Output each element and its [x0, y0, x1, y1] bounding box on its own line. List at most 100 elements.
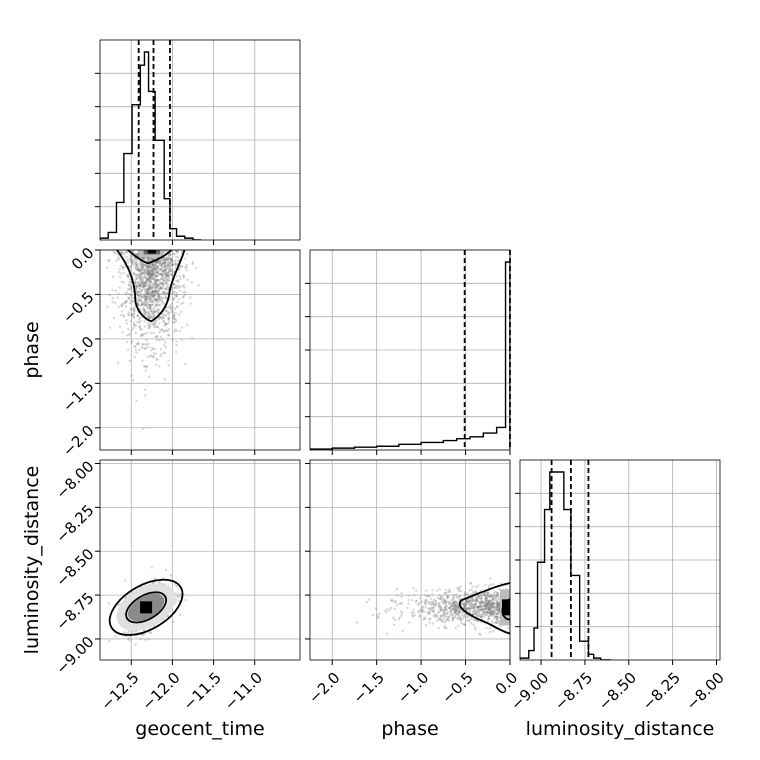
- sample-point: [140, 346, 143, 349]
- sample-point: [455, 606, 458, 610]
- sample-point: [458, 597, 462, 600]
- sample-point: [489, 612, 493, 615]
- sample-point: [477, 614, 480, 618]
- sample-point: [470, 604, 473, 608]
- sample-point: [148, 304, 151, 307]
- sample-point: [122, 302, 125, 305]
- sample-point: [151, 267, 154, 270]
- sample-point: [455, 605, 458, 608]
- sample-point: [146, 272, 149, 276]
- sample-point: [491, 583, 495, 586]
- sample-point: [440, 608, 443, 611]
- sample-point: [171, 317, 174, 320]
- sample-point: [153, 291, 157, 294]
- sample-point: [140, 281, 144, 284]
- sample-point: [160, 287, 163, 291]
- sample-point: [107, 602, 110, 605]
- sample-point: [126, 638, 130, 641]
- sample-point: [120, 280, 123, 283]
- sample-point: [141, 285, 144, 288]
- sample-point: [143, 269, 146, 272]
- sample-point: [456, 596, 459, 600]
- sample-point: [140, 268, 143, 271]
- sample-point: [478, 605, 482, 608]
- sample-point: [140, 328, 143, 331]
- sample-point: [457, 614, 460, 618]
- sample-point: [407, 621, 411, 624]
- sample-point: [164, 267, 167, 270]
- sample-point: [455, 600, 458, 604]
- sample-point: [428, 612, 432, 615]
- sample-point: [445, 594, 449, 598]
- sample-point: [134, 263, 138, 266]
- sample-point: [470, 606, 474, 609]
- sample-point: [139, 298, 142, 301]
- sample-point: [419, 609, 422, 612]
- sample-point: [440, 600, 444, 603]
- sample-point: [158, 287, 162, 290]
- sample-point: [432, 602, 435, 605]
- sample-point: [145, 277, 148, 280]
- sample-point: [148, 279, 151, 282]
- sample-point: [156, 278, 159, 282]
- sample-point: [488, 612, 491, 616]
- sample-point: [131, 255, 134, 258]
- sample-point: [142, 286, 145, 290]
- sample-point: [147, 273, 151, 276]
- sample-point: [490, 611, 493, 614]
- sample-point: [161, 300, 164, 304]
- sample-point: [154, 335, 158, 339]
- sample-point: [414, 600, 418, 603]
- sample-point: [450, 602, 454, 605]
- sample-point: [147, 274, 150, 277]
- sample-point: [477, 595, 481, 598]
- sample-point: [478, 610, 481, 613]
- sample-point: [138, 277, 141, 280]
- sample-point: [470, 602, 474, 605]
- sample-point: [137, 252, 140, 256]
- sample-point: [166, 274, 169, 277]
- sample-point: [442, 609, 446, 612]
- sample-point: [161, 297, 165, 300]
- sample-point: [463, 601, 467, 604]
- sample-point: [489, 611, 493, 614]
- sample-point: [484, 605, 487, 608]
- sample-point: [474, 595, 478, 598]
- sample-point: [144, 302, 147, 305]
- sample-point: [158, 273, 161, 276]
- sample-point: [157, 304, 161, 307]
- sample-point: [412, 608, 415, 611]
- sample-point: [491, 603, 494, 607]
- sample-point: [137, 299, 140, 302]
- sample-point: [427, 618, 431, 621]
- sample-point: [155, 300, 159, 303]
- sample-point: [139, 268, 143, 272]
- sample-point: [153, 290, 156, 293]
- sample-point: [484, 599, 488, 603]
- sample-point: [425, 594, 429, 598]
- sample-point: [169, 261, 172, 264]
- sample-point: [417, 609, 421, 613]
- sample-point: [145, 301, 148, 304]
- sample-point: [145, 290, 148, 294]
- sample-point: [117, 257, 120, 260]
- sample-point: [480, 607, 483, 610]
- sample-point: [146, 284, 150, 287]
- sample-point: [149, 297, 152, 300]
- sample-point: [136, 301, 140, 305]
- sample-point: [190, 281, 194, 284]
- sample-point: [495, 591, 499, 594]
- sample-point: [150, 310, 153, 313]
- sample-point: [170, 259, 174, 262]
- sample-point: [140, 277, 144, 280]
- sample-point: [482, 601, 486, 604]
- sample-point: [128, 265, 131, 268]
- sample-point: [180, 265, 183, 269]
- sample-point: [178, 329, 181, 333]
- sample-point: [144, 281, 147, 284]
- sample-point: [448, 606, 452, 609]
- sample-point: [496, 611, 499, 615]
- sample-point: [174, 250, 178, 253]
- sample-point: [494, 615, 497, 618]
- sample-point: [491, 595, 494, 599]
